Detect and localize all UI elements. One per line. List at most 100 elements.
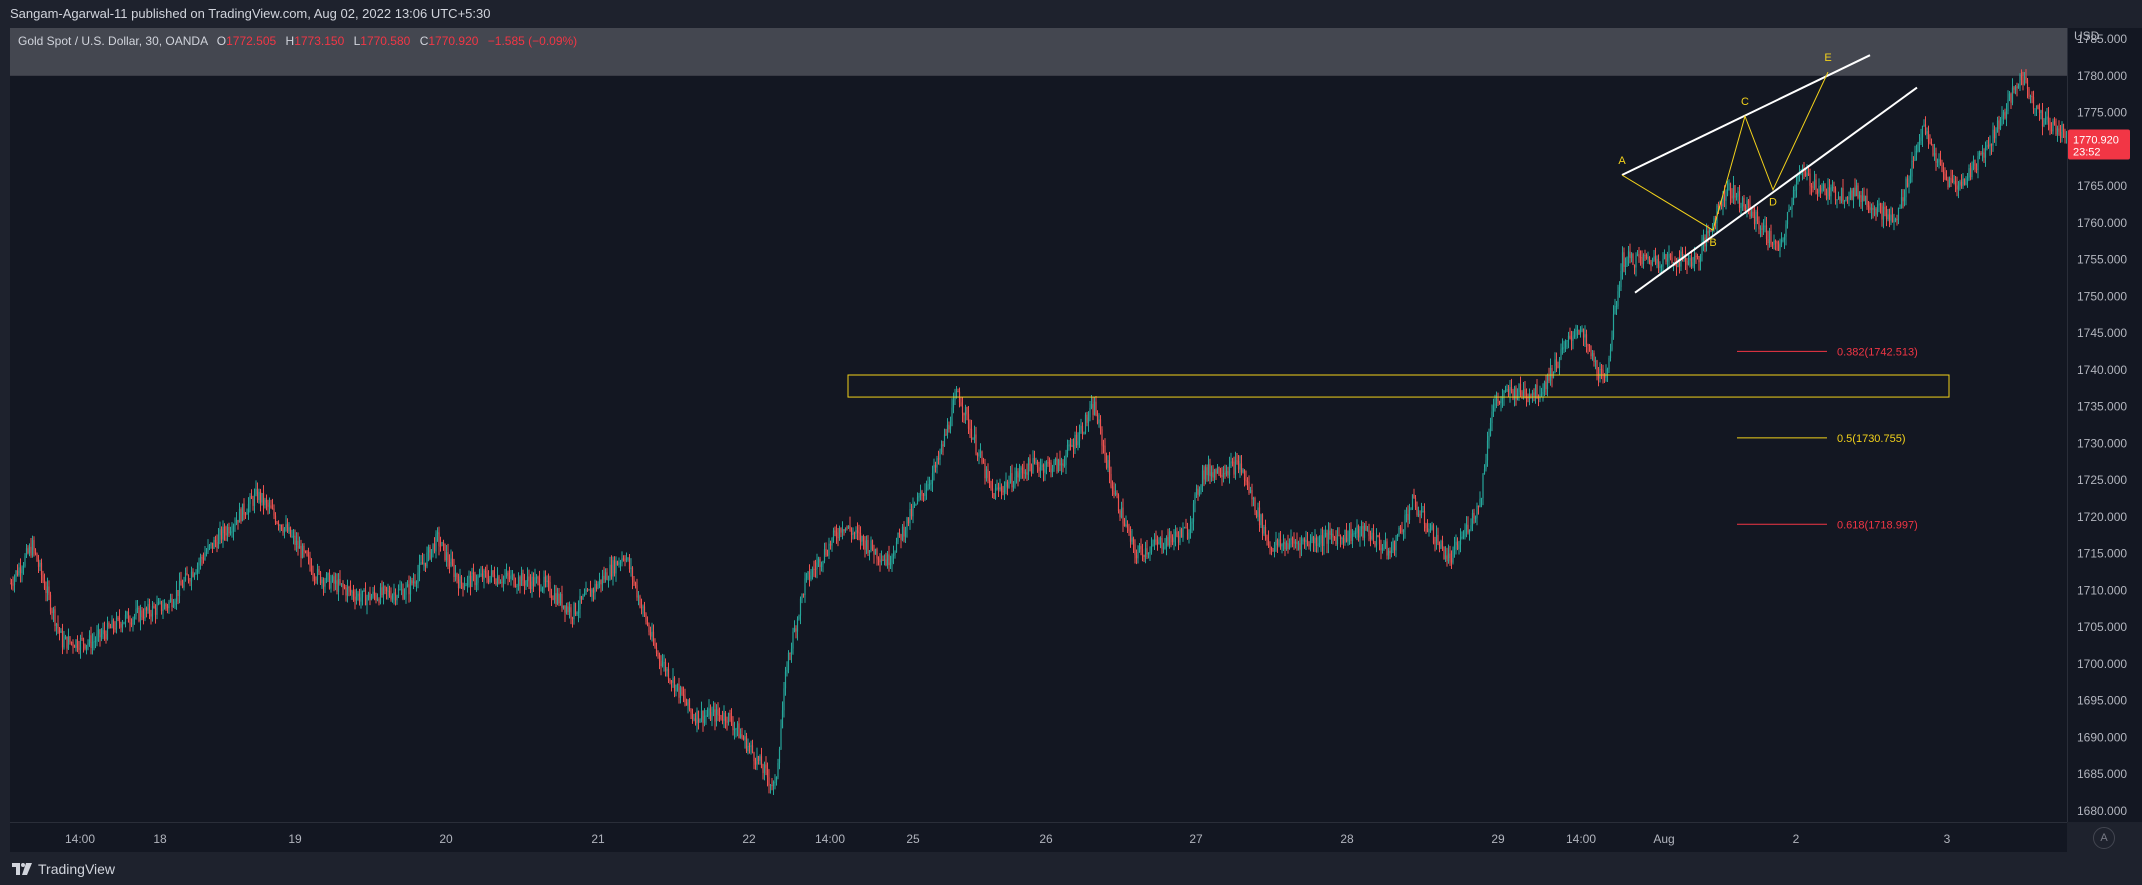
candle-body (1810, 185, 1813, 188)
candle-body (913, 504, 916, 507)
tradingview-brand[interactable]: TradingView (12, 861, 115, 877)
candle-body (1912, 160, 1915, 162)
change-value: −1.585 (−0.09%) (487, 34, 578, 48)
candle-body (636, 585, 638, 598)
candle-body (100, 634, 103, 638)
candle-body (225, 533, 227, 536)
candle-body (1462, 536, 1465, 538)
candle-body (1080, 425, 1082, 432)
candle-body (411, 580, 413, 584)
candle-body (2055, 124, 2057, 135)
candle-body (238, 509, 241, 523)
time-axis[interactable]: 14:00 18 19 20 21 22 14:00 25 26 27 28 29 14:00 Aug 2 3 (10, 822, 2067, 853)
high-value: 1773.150 (294, 34, 345, 48)
candle-body (712, 709, 715, 713)
candle-body (1293, 540, 1295, 544)
candle-body (1074, 434, 1076, 449)
candle-body (673, 677, 676, 692)
candle-body (637, 596, 640, 598)
candle-body (442, 542, 445, 544)
candle-body (597, 584, 599, 589)
candle-body (451, 558, 454, 565)
candle-body (1750, 211, 1753, 217)
candle-body (1981, 152, 1984, 155)
candle-body (1323, 536, 1325, 547)
candle-body (577, 609, 580, 614)
candle-body (631, 567, 634, 580)
candle-body (2046, 116, 2048, 119)
candle-body (973, 434, 976, 439)
candle-body (1597, 373, 1600, 379)
candle-body (1900, 197, 1903, 208)
candle-body (1638, 254, 1640, 258)
candle-body (1773, 240, 1775, 245)
candle-body (139, 610, 142, 622)
candle-body (1489, 423, 1492, 436)
candle-body (1461, 536, 1463, 538)
candle-body (1335, 537, 1337, 545)
candle-body (486, 572, 488, 579)
candle-body (84, 644, 86, 649)
candle-body (1693, 255, 1696, 263)
candle-body (592, 589, 595, 593)
candle-body (655, 647, 658, 653)
candle-body (1255, 511, 1258, 517)
candle-body (1060, 463, 1063, 466)
candle-body (111, 620, 113, 629)
candle-body (300, 545, 302, 558)
candle-body (1606, 369, 1609, 374)
candle-body (819, 558, 821, 567)
candle-body (547, 580, 550, 582)
candle-body (148, 604, 151, 614)
candle-body (1561, 347, 1564, 350)
candle-body (1359, 528, 1361, 538)
candle-body (1153, 539, 1156, 545)
candle-body (1327, 530, 1330, 544)
candle-body (1473, 512, 1475, 519)
candle-body (651, 631, 653, 637)
candle-body (1510, 387, 1513, 391)
candle-body (1651, 259, 1654, 265)
candle-body (1546, 374, 1549, 389)
candle-body (2019, 75, 2021, 87)
candle-body (1288, 544, 1291, 549)
candle-body (1431, 525, 1433, 530)
candle-body (736, 723, 739, 729)
auto-scale-button[interactable]: A (2093, 827, 2115, 849)
candle-body (82, 638, 85, 645)
candle-body (1722, 191, 1724, 207)
candle-body (661, 663, 664, 667)
candle-body (1296, 541, 1298, 544)
candle-body (25, 548, 28, 556)
candle-body (1747, 200, 1750, 206)
candle-body (1272, 549, 1274, 552)
candle-body (529, 581, 532, 590)
candle-body (1474, 517, 1477, 519)
candle-body (904, 530, 907, 537)
candle-body (1695, 255, 1697, 257)
candle-body (208, 544, 211, 546)
candle-body (447, 552, 449, 562)
candle-body (1756, 211, 1759, 221)
chart-pane[interactable]: 0.382(1742.513) 0.5(1730.755) 0.618(1718.9… (10, 28, 2067, 822)
price-chart[interactable]: 0.382(1742.513) 0.5(1730.755) 0.618(1718.9… (10, 28, 2067, 822)
candle-body (417, 572, 419, 583)
candle-body (276, 522, 278, 524)
close-label: C (419, 34, 429, 48)
candle-body (1020, 467, 1022, 474)
candle-body (1939, 159, 1942, 165)
candle-body (1234, 460, 1237, 475)
price-axis[interactable]: 1680.000 1685.000 1690.000 1695.000 1700.000… (2067, 28, 2142, 822)
candle-body (1440, 540, 1442, 549)
candle-body (1369, 536, 1372, 540)
candle-body (1579, 330, 1582, 335)
candle-body (1351, 533, 1354, 542)
candle-body (1042, 464, 1045, 473)
candle-body (151, 606, 154, 617)
candle-body (678, 683, 680, 698)
candle-body (1207, 464, 1210, 476)
candle-body (1435, 534, 1438, 543)
candle-body (1230, 461, 1232, 464)
candle-body (1611, 337, 1613, 350)
candle-body (249, 495, 251, 504)
